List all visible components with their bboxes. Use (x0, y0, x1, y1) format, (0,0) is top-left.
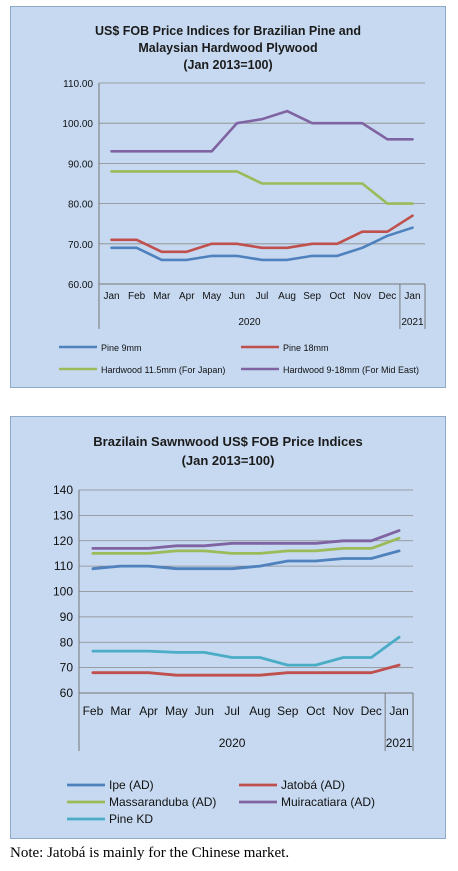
y-tick-label: 70.00 (68, 240, 93, 251)
sawnwood-chart-panel: Brazilain Sawnwood US$ FOB Price Indices… (10, 416, 446, 839)
y-tick-label: 100 (53, 585, 73, 599)
chart1-subtitle: (Jan 2013=100) (183, 58, 273, 72)
x-tick-label: Sep (303, 291, 321, 302)
x-tick-label: Oct (306, 704, 325, 718)
legend-label: Ipe (AD) (109, 778, 154, 792)
x-tick-label: Jan (404, 291, 420, 302)
chart2-svg: 60 70 80 90 100 110 120 130 140 Feb Mar Apr May Jun Ju… (53, 483, 414, 826)
x-tick-label: Jun (195, 704, 214, 718)
plywood-chart-panel: US$ FOB Price Indices for Brazilian Pine… (10, 6, 446, 388)
y-tick-label: 90 (60, 610, 74, 624)
legend-label: Pine 9mm (101, 343, 142, 353)
chart1-title-line2: Malaysian Hardwood Plywood (138, 41, 318, 55)
x-tick-label: Nov (353, 291, 371, 302)
year-label: 2021 (386, 736, 413, 750)
x-tick-label: Sep (277, 704, 299, 718)
x-tick-label: Apr (139, 704, 158, 718)
x-tick-label: Feb (83, 704, 104, 718)
x-tick-label: Oct (329, 291, 345, 302)
legend-label: Massaranduba (AD) (109, 795, 216, 809)
chart2-title: Brazilain Sawnwood US$ FOB Price Indices (93, 434, 363, 449)
series-line (91, 529, 401, 550)
legend-label: Hardwood 11.5mm (For Japan) (101, 365, 225, 375)
y-tick-label: 90.00 (68, 159, 93, 170)
chart1-svg: 60.00 70.00 80.00 90.00 100.00 110.00 Jan Feb Ma… (59, 79, 426, 375)
y-tick-label: 80 (60, 635, 74, 649)
y-tick-label: 110.00 (63, 79, 93, 90)
x-tick-label: Jan (103, 291, 119, 302)
year-label: 2020 (238, 317, 261, 328)
legend-label: Jatobá (AD) (281, 778, 345, 792)
x-tick-label: Nov (333, 704, 354, 718)
y-tick-label: 110 (54, 559, 73, 573)
series-line (110, 170, 414, 205)
y-tick-label: 120 (53, 534, 73, 548)
x-tick-label: Jul (224, 704, 239, 718)
x-tick-label: May (202, 291, 221, 302)
y-tick-label: 60.00 (68, 280, 93, 291)
y-tick-label: 70 (60, 661, 74, 675)
year-label: 2021 (401, 317, 424, 328)
chart1-title: US$ FOB Price Indices for Brazilian Pine… (94, 24, 362, 38)
x-tick-label: Jul (256, 291, 269, 302)
series-line (110, 214, 414, 254)
year-label: 2020 (219, 736, 246, 750)
series-line (91, 549, 401, 571)
x-tick-label: Jun (229, 291, 245, 302)
legend-label: Hardwood 9-18mm (For Mid East) (283, 365, 419, 375)
y-tick-label: 80.00 (68, 200, 93, 211)
series-line (110, 226, 414, 262)
x-tick-label: Mar (153, 291, 171, 302)
series-line (91, 635, 401, 667)
y-tick-label: 130 (53, 508, 73, 522)
footnote: Note: Jatobá is mainly for the Chinese m… (10, 845, 290, 861)
legend-label: Pine 18mm (283, 343, 329, 353)
x-tick-label: Dec (361, 704, 382, 718)
y-tick-label: 100.00 (62, 119, 93, 130)
x-tick-label: May (165, 704, 188, 718)
x-tick-label: Mar (110, 704, 131, 718)
series-line (91, 536, 401, 555)
y-tick-label: 60 (60, 686, 74, 700)
x-tick-label: Aug (278, 291, 296, 302)
x-tick-label: Feb (128, 291, 146, 302)
y-tick-label: 140 (53, 483, 73, 497)
x-tick-label: Apr (179, 291, 195, 302)
legend-label: Pine KD (109, 812, 153, 826)
legend-label: Muiracatiara (AD) (281, 795, 375, 809)
series-line (110, 109, 414, 153)
series-line (91, 663, 401, 677)
chart2-subtitle: (Jan 2013=100) (181, 453, 275, 468)
x-tick-label: Jan (389, 704, 408, 718)
x-tick-label: Aug (249, 704, 270, 718)
x-tick-label: Dec (378, 291, 396, 302)
